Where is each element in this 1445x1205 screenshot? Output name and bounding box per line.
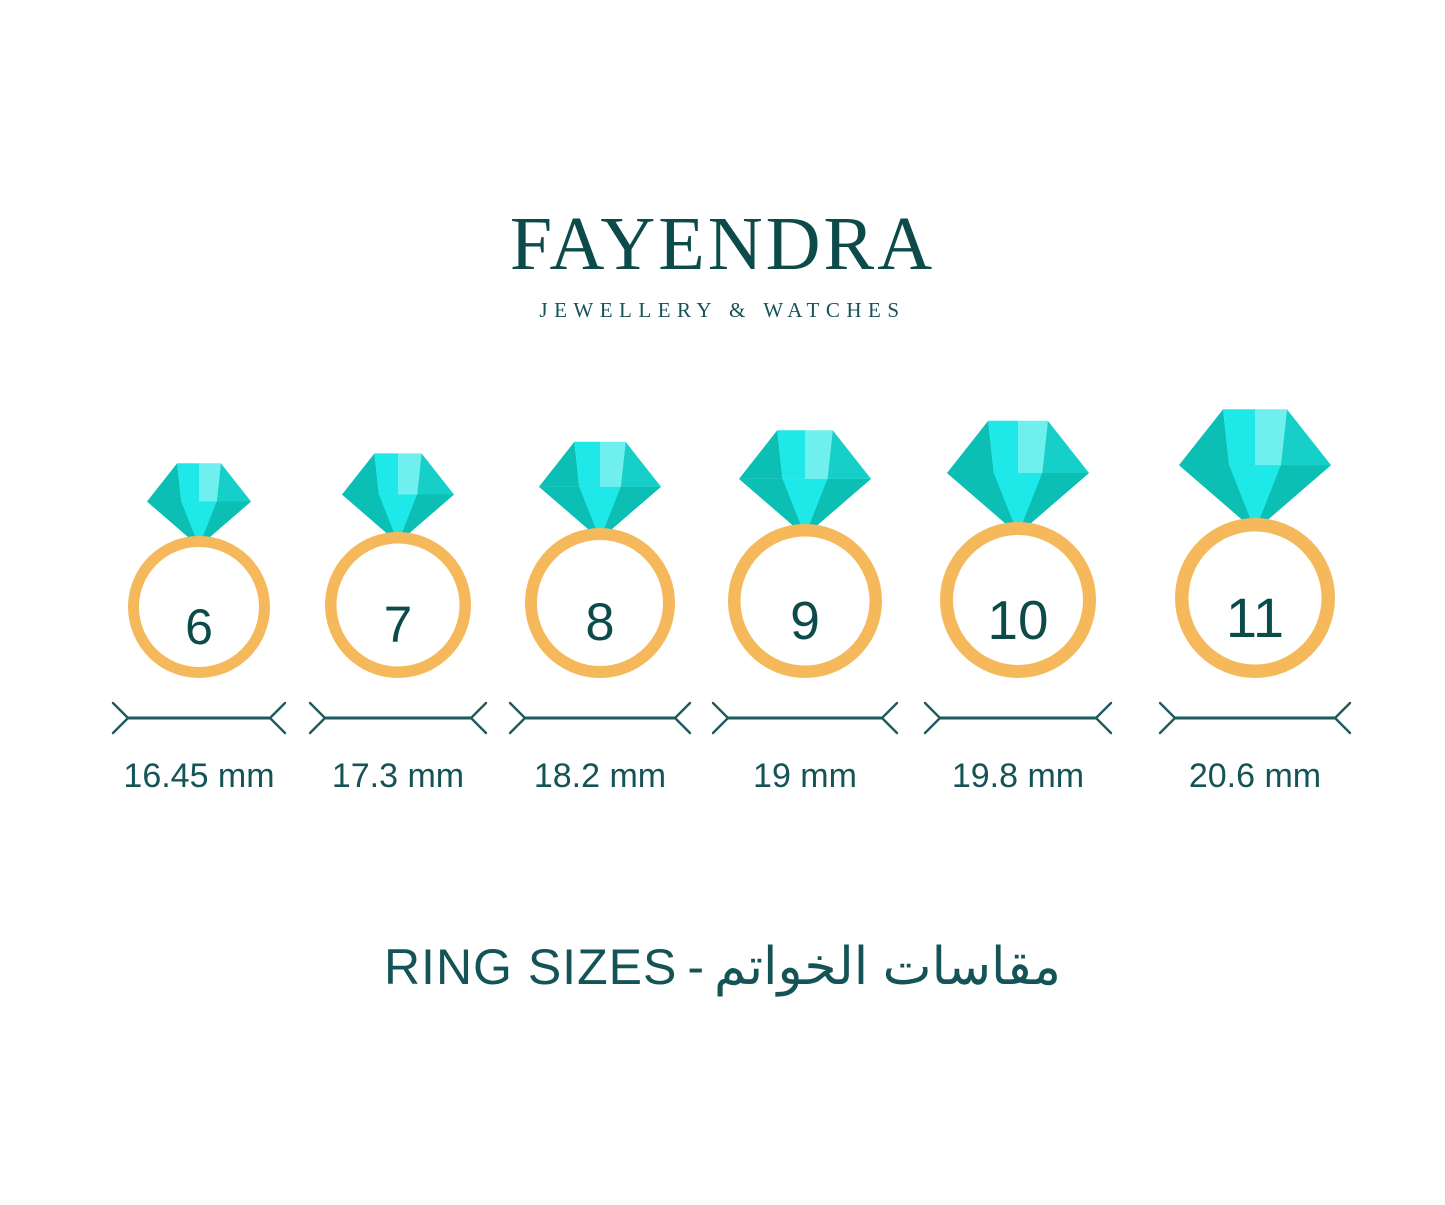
ring-size-number: 11 bbox=[1225, 586, 1285, 649]
gem-crown-left bbox=[1179, 409, 1230, 466]
ring-cell: 6 16.45 mm bbox=[69, 440, 329, 810]
ring-illustration bbox=[675, 378, 935, 698]
gem-pavilion-right bbox=[805, 478, 871, 536]
gem-crown-table-right bbox=[805, 430, 833, 479]
brand-header: FAYENDRA JEWELLERY & WATCHES bbox=[0, 204, 1445, 322]
dimension-arrow-right bbox=[673, 701, 692, 735]
ring-with-gem-icon bbox=[940, 420, 1096, 678]
ring-cell: 9 19 mm bbox=[675, 430, 935, 810]
gem-crown-table-left bbox=[177, 463, 199, 502]
gem-crown-left bbox=[539, 441, 580, 487]
gem-crown-table-left bbox=[988, 420, 1018, 474]
gem-crown-table-left bbox=[374, 453, 398, 495]
dimension-arrow-right bbox=[268, 701, 287, 735]
gem-crown-left bbox=[342, 453, 379, 495]
ring-cell: 10 19.8 mm bbox=[888, 420, 1148, 810]
dimension-line bbox=[69, 700, 329, 736]
gem-crown-right bbox=[1042, 420, 1089, 474]
gem-crown-table-left bbox=[777, 430, 805, 479]
gem-crown-right bbox=[1280, 409, 1331, 466]
gem-pavilion-left bbox=[739, 478, 805, 536]
gem-pavilion-center bbox=[782, 478, 828, 536]
ring-measurement-label: 19 mm bbox=[753, 757, 857, 795]
gem-pavilion-center bbox=[993, 473, 1043, 535]
footer-title-arabic: مقاسات الخواتم bbox=[713, 938, 1062, 996]
gem-crown-table-right bbox=[1018, 420, 1048, 474]
gem-crown-table-right bbox=[600, 441, 626, 487]
footer-title-english: RING SIZES bbox=[383, 939, 678, 995]
gem-crown-right bbox=[620, 441, 661, 487]
gem-pavilion-right bbox=[1018, 473, 1089, 535]
gem-crown-left bbox=[739, 430, 783, 479]
gem-crown-table-right bbox=[1255, 409, 1287, 466]
ring-illustration bbox=[268, 378, 528, 698]
footer-title-separator: - bbox=[687, 939, 704, 995]
ring-measurement-label: 20.6 mm bbox=[1188, 757, 1322, 795]
brand-name: FAYENDRA bbox=[509, 202, 936, 286]
ring-band bbox=[128, 536, 270, 678]
ring-with-gem-icon bbox=[128, 463, 270, 678]
ring-measurement-label: 19.8 mm bbox=[951, 757, 1085, 795]
ring-size-number: 7 bbox=[383, 596, 413, 653]
dimension-arrow-left bbox=[508, 701, 527, 735]
ring-band bbox=[525, 528, 675, 678]
ring-cell: 7 17.3 mm bbox=[268, 440, 528, 810]
brand-tagline: JEWELLERY & WATCHES bbox=[539, 298, 906, 322]
ring-band bbox=[728, 524, 882, 678]
gem-crown-right bbox=[216, 463, 251, 502]
dimension-arrow-right bbox=[1333, 701, 1352, 735]
gem-crown-table-right bbox=[199, 463, 221, 502]
gem-crown-left bbox=[947, 420, 994, 474]
ring-size-number: 6 bbox=[185, 599, 213, 655]
ring-with-gem-icon bbox=[525, 441, 675, 678]
ring-measurement-label: 18.2 mm bbox=[533, 757, 667, 795]
ring-with-gem-icon bbox=[325, 453, 471, 678]
dimension-line bbox=[268, 700, 528, 736]
ring-size-number: 8 bbox=[585, 594, 615, 652]
gem-crown-table-left bbox=[1223, 409, 1255, 466]
dimension-arrow-left bbox=[308, 701, 327, 735]
ring-measurement-label: 17.3 mm bbox=[331, 757, 465, 795]
gem-crown-left bbox=[147, 463, 182, 502]
gem-crown-table-left bbox=[574, 441, 600, 487]
dimension-line bbox=[470, 700, 730, 736]
gem-pavilion-center bbox=[181, 501, 217, 547]
ring-cell: 11 20.6 mm bbox=[1125, 409, 1385, 810]
gem-crown-table-right bbox=[398, 453, 422, 495]
ring-illustration bbox=[888, 378, 1148, 698]
gem-pavilion-center bbox=[1229, 465, 1281, 531]
ring-cell: 8 18.2 mm bbox=[470, 440, 730, 810]
ring-size-number: 10 bbox=[987, 589, 1049, 651]
dimension-arrow-left bbox=[711, 701, 730, 735]
dimension-line bbox=[1125, 700, 1385, 736]
dimension-arrow-left bbox=[111, 701, 130, 735]
ring-band bbox=[1175, 518, 1335, 678]
gem-pavilion-left bbox=[1179, 465, 1255, 531]
dimension-arrow-left bbox=[923, 701, 942, 735]
ring-measurement-label: 16.45 mm bbox=[123, 757, 275, 795]
dimension-arrow-right bbox=[880, 701, 899, 735]
dimension-arrow-right bbox=[469, 701, 488, 735]
ring-illustration bbox=[470, 378, 730, 698]
ring-with-gem-icon bbox=[728, 430, 882, 678]
ring-band bbox=[940, 522, 1096, 678]
gem-pavilion-left bbox=[947, 473, 1018, 535]
dimension-arrow-right bbox=[1094, 701, 1113, 735]
gem-crown-right bbox=[827, 430, 871, 479]
ring-size-row: 6 16.45 mm 7 17.3 mm 8 18.2 mm 9 19 mm 10 19.8 mm… bbox=[0, 409, 1445, 810]
ring-illustration bbox=[69, 378, 329, 698]
ring-illustration bbox=[1125, 378, 1385, 698]
ring-size-number: 9 bbox=[790, 591, 820, 651]
ring-band bbox=[325, 532, 471, 678]
gem-crown-right bbox=[417, 453, 454, 495]
dimension-line bbox=[888, 700, 1148, 736]
gem-pavilion-right bbox=[1255, 465, 1331, 531]
ring-with-gem-icon bbox=[1175, 409, 1335, 678]
gem-pavilion-center bbox=[378, 494, 418, 543]
dimension-arrow-left bbox=[1158, 701, 1177, 735]
gem-pavilion-center bbox=[579, 486, 621, 540]
dimension-line bbox=[675, 700, 935, 736]
footer-title: RING SIZES - مقاسات الخواتم bbox=[0, 936, 1445, 998]
